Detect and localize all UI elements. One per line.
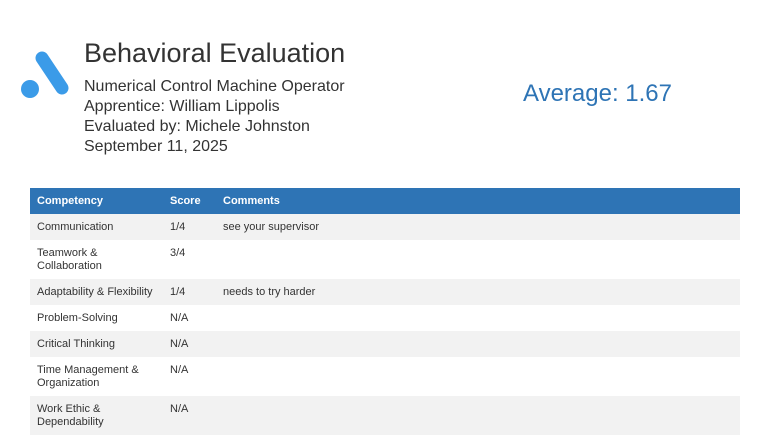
score-cell: N/A bbox=[170, 338, 189, 350]
table-row: Problem-Solving N/A bbox=[30, 305, 740, 331]
table-row: Work Ethic & Dependability N/A bbox=[30, 396, 740, 435]
table-row: Time Management & Organization N/A bbox=[30, 357, 740, 396]
comments-cell: needs to try harder bbox=[223, 286, 316, 298]
score-cell: N/A bbox=[170, 364, 189, 376]
column-header-competency: Competency bbox=[37, 195, 104, 207]
score-cell: 1/4 bbox=[170, 221, 186, 233]
score-cell: N/A bbox=[170, 312, 189, 324]
average-score: Average: 1.67 bbox=[523, 80, 673, 107]
table-row: Critical Thinking N/A bbox=[30, 331, 740, 357]
comments-cell bbox=[216, 331, 740, 357]
table-row: Adaptability & Flexibility 1/4 needs to … bbox=[30, 279, 740, 305]
score-cell: N/A bbox=[170, 403, 189, 415]
occupation-label: Numerical Control Machine Operator bbox=[84, 78, 345, 95]
comments-cell: see your supervisor bbox=[223, 221, 319, 233]
comments-cell bbox=[216, 396, 740, 435]
competency-cell: Communication bbox=[37, 221, 114, 233]
comments-cell bbox=[216, 305, 740, 331]
column-header-score: Score bbox=[170, 195, 201, 207]
competency-cell: Adaptability & Flexibility bbox=[37, 286, 153, 298]
date-label: September 11, 2025 bbox=[84, 138, 228, 155]
competency-cell: Problem-Solving bbox=[37, 312, 118, 324]
table-header-row: Competency Score Comments bbox=[30, 188, 740, 214]
competency-cell: Time Management & Organization bbox=[37, 364, 139, 389]
evaluator-label: Evaluated by: Michele Johnston bbox=[84, 118, 310, 135]
score-cell: 1/4 bbox=[170, 286, 186, 298]
competency-cell: Work Ethic & Dependability bbox=[37, 403, 104, 428]
table-row: Communication 1/4 see your supervisor bbox=[30, 214, 740, 240]
comments-cell bbox=[216, 357, 740, 396]
brand-logo-icon bbox=[21, 51, 69, 98]
score-cell: 3/4 bbox=[170, 247, 186, 259]
evaluation-details: Numerical Control Machine Operator Appre… bbox=[84, 77, 345, 157]
page-title: Behavioral Evaluation bbox=[84, 38, 346, 68]
table-row: Teamwork & Collaboration 3/4 bbox=[30, 240, 740, 279]
competency-cell: Teamwork & Collaboration bbox=[37, 247, 102, 272]
competency-cell: Critical Thinking bbox=[37, 338, 116, 350]
apprentice-label: Apprentice: William Lippolis bbox=[84, 98, 280, 115]
comments-cell bbox=[216, 240, 740, 279]
competency-table: Competency Score Comments Communication … bbox=[30, 188, 740, 435]
column-header-comments: Comments bbox=[223, 195, 280, 207]
